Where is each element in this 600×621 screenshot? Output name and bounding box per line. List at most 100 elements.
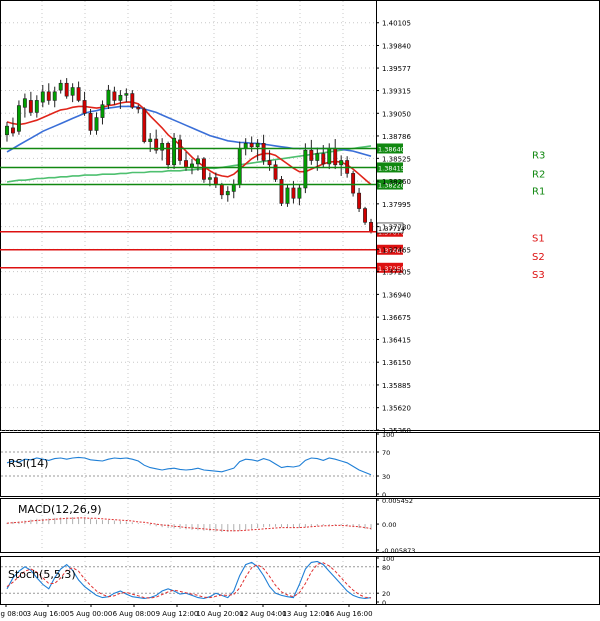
candle-body — [94, 117, 99, 131]
pivot-levels: R31.38640R21.38419R11.38220S11.37670S21.… — [0, 143, 545, 281]
indicator-tick-label: 0.00 — [382, 521, 396, 529]
candlesticks — [5, 78, 373, 234]
level-price-label: 1.38220 — [378, 182, 405, 190]
current-price-box — [376, 222, 404, 234]
candle-body — [363, 208, 367, 223]
candle-body — [88, 112, 93, 131]
price-tick-label: 1.36940 — [382, 291, 411, 299]
candle-body — [327, 148, 332, 165]
candle-body — [267, 160, 272, 166]
indicator-tick-label: 70 — [382, 449, 390, 457]
candle-body — [112, 91, 117, 101]
indicator-tick-label: 0.005452 — [382, 497, 413, 505]
macd-panel: 0.005452 0.00 -0.005873 — [6, 497, 415, 555]
candle-body — [5, 125, 9, 136]
candle-body — [309, 149, 314, 161]
candle-body — [225, 191, 230, 196]
time-tick-label: 9 Aug 12:00 — [156, 610, 199, 618]
level-name-s3: S3 — [532, 270, 545, 281]
candle-body — [243, 143, 248, 149]
price-tick-label: 1.38525 — [382, 155, 411, 163]
stoch-k-line — [6, 560, 372, 600]
time-tick-label: 10 Aug 20:00 — [196, 610, 243, 618]
ma-slow-line — [6, 145, 372, 183]
grid-lines — [1, 1, 374, 603]
candle-body — [58, 82, 63, 91]
candle-body — [315, 153, 320, 161]
candle-body — [333, 148, 338, 166]
time-tick-label: 6 Aug 08:00 — [113, 610, 156, 618]
ma-fast-line — [6, 101, 372, 186]
candle-body — [160, 143, 165, 151]
indicator-tick-label: 0 — [382, 491, 386, 499]
level-name-s1: S1 — [532, 234, 545, 245]
level-price-box — [377, 162, 403, 173]
price-tick-label: 1.35885 — [382, 382, 411, 390]
stoch-title: Stoch(5,5,3) — [8, 568, 76, 581]
candle-body — [16, 105, 21, 132]
stoch-d-line — [6, 562, 372, 599]
candle-body — [351, 173, 356, 194]
candle-body — [219, 184, 224, 196]
candle-body — [172, 137, 177, 166]
level-price-box — [377, 262, 403, 273]
price-tick-label: 1.37465 — [382, 246, 411, 254]
candle-body — [106, 89, 111, 106]
indicator-tick-label: 0 — [382, 599, 386, 607]
candle-body — [166, 143, 171, 166]
price-tick-label: 1.39577 — [382, 65, 411, 73]
candle-body — [255, 143, 260, 148]
rsi-title: RSI(14) — [8, 457, 48, 470]
current-price-label: 1.37714 — [378, 225, 405, 233]
indicator-tick-label: 100 — [382, 431, 394, 439]
candle-body — [136, 106, 141, 110]
time-tick-label: 16 Aug 16:00 — [325, 610, 372, 618]
price-tick-label: 1.39050 — [382, 110, 411, 118]
level-price-label: 1.37460 — [378, 247, 405, 255]
price-tick-label: 1.35360 — [382, 427, 411, 435]
candle-body — [118, 94, 123, 101]
candle-body — [357, 192, 362, 209]
moving-averages — [6, 101, 372, 186]
candle-body — [297, 187, 302, 199]
candle-body — [76, 87, 81, 101]
time-tick-label: 13 Aug 12:00 — [282, 610, 329, 618]
level-name-r3: R3 — [532, 150, 545, 161]
price-tick-label: 1.36415 — [382, 336, 411, 344]
candle-body — [64, 82, 69, 97]
indicator-tick-label: 20 — [382, 590, 390, 598]
macd-signal-line — [6, 517, 372, 532]
macd-title: MACD(12,26,9) — [18, 503, 102, 516]
candle-body — [285, 187, 290, 204]
candle-body — [339, 160, 344, 166]
level-price-box — [377, 143, 403, 154]
candle-body — [237, 148, 242, 185]
candle-body — [369, 221, 373, 233]
price-tick-label: 1.37995 — [382, 201, 411, 209]
candle-body — [321, 153, 326, 165]
price-tick-label: 1.37205 — [382, 269, 411, 277]
time-tick-label: 2 Aug 08:00 — [0, 610, 27, 618]
candle-body — [207, 177, 212, 180]
price-tick-label: 1.36150 — [382, 359, 411, 367]
candle-body — [130, 93, 135, 108]
time-axis: 2 Aug 08:003 Aug 16:005 Aug 00:006 Aug 0… — [0, 604, 373, 618]
price-tick-label: 1.38786 — [382, 133, 411, 141]
indicator-tick-label: -0.005873 — [382, 547, 415, 555]
level-name-s2: S2 — [532, 252, 545, 263]
candle-body — [70, 87, 75, 96]
price-tick-label: 1.35620 — [382, 405, 411, 413]
candle-body — [154, 138, 159, 151]
rsi-panel: 100 70 30 0 — [1, 431, 394, 499]
candle-body — [22, 98, 27, 108]
price-tick-label: 1.39840 — [382, 42, 411, 50]
candle-body — [291, 187, 296, 199]
level-price-box — [377, 244, 403, 255]
level-name-r1: R1 — [532, 187, 545, 198]
candle-body — [40, 91, 45, 103]
candle-body — [196, 158, 200, 165]
candle-body — [34, 100, 39, 113]
indicator-tick-label: 80 — [382, 564, 390, 572]
price-tick-label: 1.36675 — [382, 314, 411, 322]
